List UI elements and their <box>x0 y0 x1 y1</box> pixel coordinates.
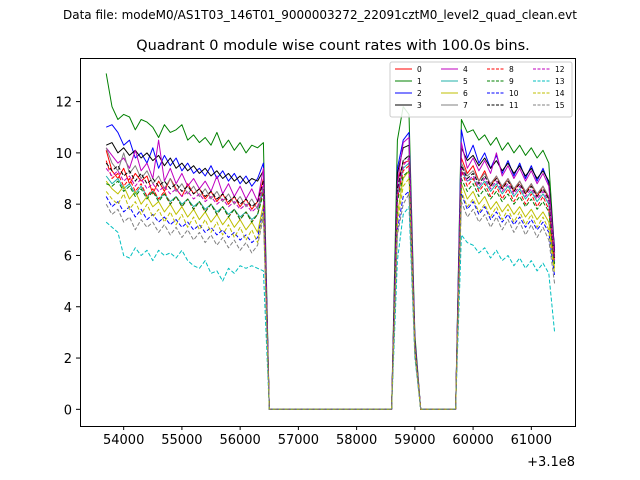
plot-series-group <box>105 73 556 410</box>
y-tick-label: 6 <box>64 249 72 264</box>
legend-label-4: 4 <box>463 65 468 74</box>
legend-label-14: 14 <box>555 89 565 98</box>
y-tick-label: 2 <box>64 352 72 367</box>
x-tick-label: 60000 <box>452 433 493 448</box>
y-tick-label: 0 <box>64 403 72 418</box>
legend-label-7: 7 <box>463 101 468 110</box>
legend-label-3: 3 <box>417 101 422 110</box>
legend-label-0: 0 <box>417 65 422 74</box>
x-tick-label: 57000 <box>278 433 319 448</box>
legend-label-5: 5 <box>463 77 468 86</box>
series-line-8 <box>105 160 556 410</box>
axes-group: 54000 55000 56000 57000 58000 59000 60000 61000… <box>55 96 552 448</box>
x-tick-label: 56000 <box>219 433 260 448</box>
series-line-11 <box>105 154 556 410</box>
legend-label-2: 2 <box>417 89 422 98</box>
x-tick-label: 54000 <box>103 433 144 448</box>
series-line-3 <box>105 142 556 410</box>
series-line-5 <box>105 162 556 410</box>
legend-label-9: 9 <box>509 77 514 86</box>
legend-label-1: 1 <box>417 77 422 86</box>
series-line-10 <box>105 190 556 410</box>
series-line-1 <box>105 73 556 410</box>
x-tick-label: 55000 <box>161 433 202 448</box>
x-tick-label: 59000 <box>394 433 435 448</box>
x-tick-label: 58000 <box>336 433 377 448</box>
x-offset-label: +3.1e8 <box>527 455 575 470</box>
series-line-6 <box>105 170 556 410</box>
legend-frame <box>389 61 573 118</box>
series-line-7 <box>105 147 556 410</box>
y-tick-label: 10 <box>55 147 72 162</box>
y-tick-label: 12 <box>55 96 72 111</box>
legend-label-15: 15 <box>555 101 565 110</box>
plot-frame <box>80 58 576 427</box>
legend-label-11: 11 <box>509 101 519 110</box>
series-line-15 <box>105 193 556 410</box>
legend-label-8: 8 <box>509 65 514 74</box>
y-tick-label: 8 <box>64 198 72 213</box>
x-tick-label: 61000 <box>511 433 552 448</box>
y-tick-label: 4 <box>64 301 72 316</box>
series-line-13 <box>105 206 556 410</box>
legend-label-12: 12 <box>555 65 565 74</box>
series-line-2 <box>106 124 556 410</box>
figure-suptitle: Data file: modeM0/AS1T03_146T01_90000032… <box>63 8 577 22</box>
legend-label-6: 6 <box>463 89 468 98</box>
series-line-12 <box>105 157 556 410</box>
chart-title: Quadrant 0 module wise count rates with … <box>136 38 530 54</box>
legend-label-10: 10 <box>509 89 519 98</box>
series-line-14 <box>105 178 556 410</box>
series-line-9 <box>106 170 556 410</box>
legend-label-13: 13 <box>555 77 565 86</box>
